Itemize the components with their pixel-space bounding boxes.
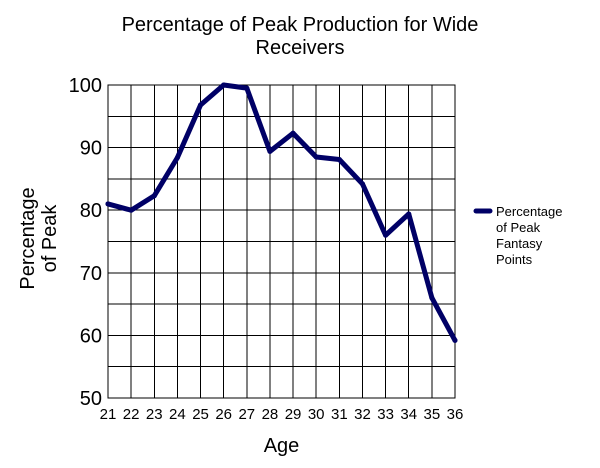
x-tick-label: 33 bbox=[377, 406, 394, 423]
data-point bbox=[221, 82, 227, 88]
x-tick-label: 23 bbox=[146, 406, 163, 423]
legend-label-line: Percentage bbox=[496, 204, 563, 219]
x-tick-label: 28 bbox=[262, 406, 279, 423]
x-tick-label: 21 bbox=[100, 406, 117, 423]
chart-title-line: Receivers bbox=[256, 37, 345, 59]
data-point bbox=[198, 102, 204, 108]
x-tick-label: 22 bbox=[123, 406, 140, 423]
y-tick-labels: 50 60 70 80 90 100 bbox=[69, 75, 102, 410]
data-point bbox=[313, 154, 319, 160]
data-point bbox=[128, 207, 134, 213]
data-point bbox=[383, 232, 389, 238]
y-tick-label: 60 bbox=[80, 325, 102, 347]
legend: Percentage of Peak Fantasy Points bbox=[473, 204, 563, 267]
x-tick-label: 27 bbox=[238, 406, 255, 423]
data-point bbox=[267, 148, 273, 154]
data-point bbox=[406, 211, 412, 217]
plot-border bbox=[107, 84, 456, 399]
y-axis-label: Percentageof Peak bbox=[17, 187, 61, 289]
x-tick-label: 36 bbox=[447, 406, 464, 423]
y-tick-label: 80 bbox=[80, 200, 102, 222]
x-tick-label: 25 bbox=[192, 406, 209, 423]
data-point bbox=[244, 85, 250, 91]
chart-title-line: Percentage of Peak Production for Wide bbox=[122, 14, 479, 36]
x-tick-label: 24 bbox=[169, 406, 186, 423]
data-point bbox=[359, 181, 365, 187]
chart-title: Percentage of Peak Production for Wide Re… bbox=[122, 14, 479, 59]
legend-label: Percentage of Peak Fantasy Points bbox=[496, 204, 563, 267]
x-tick-label: 26 bbox=[215, 406, 232, 423]
y-tick-label: 90 bbox=[80, 138, 102, 160]
x-tick-label: 29 bbox=[285, 406, 302, 423]
data-point bbox=[174, 155, 180, 161]
data-point bbox=[429, 295, 435, 301]
legend-label-line: Fantasy bbox=[496, 236, 543, 251]
x-tick-label: 31 bbox=[331, 406, 348, 423]
x-tick-labels: 21 22 23 24 25 26 27 28 29 30 31 32 33 34 35 36 bbox=[100, 406, 464, 423]
legend-label-line: of Peak bbox=[496, 220, 541, 235]
series-layer bbox=[105, 82, 458, 343]
data-point bbox=[105, 201, 111, 207]
x-tick-label: 30 bbox=[308, 406, 325, 423]
x-tick-label: 35 bbox=[424, 406, 441, 423]
grid bbox=[107, 84, 456, 399]
y-tick-label: 100 bbox=[69, 75, 102, 97]
x-axis-label: Age bbox=[264, 435, 300, 457]
x-tick-label: 34 bbox=[400, 406, 417, 423]
data-point bbox=[290, 130, 296, 136]
y-tick-label: 70 bbox=[80, 263, 102, 285]
legend-label-line: Points bbox=[496, 252, 533, 267]
x-tick-label: 32 bbox=[354, 406, 371, 423]
series-line bbox=[105, 82, 458, 343]
y-tick-label: 50 bbox=[80, 388, 102, 410]
data-point bbox=[336, 156, 342, 162]
y-axis-label-line: Percentage bbox=[17, 187, 39, 289]
y-axis-label-line: of Peak bbox=[39, 204, 61, 273]
data-point bbox=[151, 193, 157, 199]
data-point bbox=[452, 337, 458, 343]
